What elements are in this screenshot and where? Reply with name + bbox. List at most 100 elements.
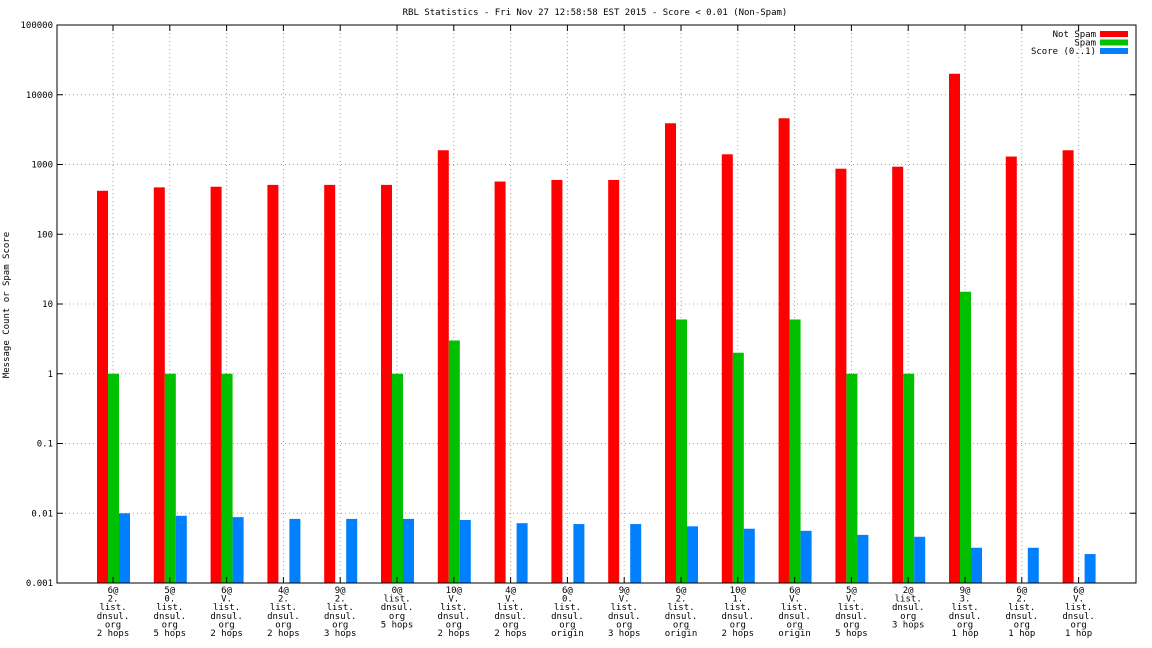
x-tick-label: org: [1014, 620, 1030, 630]
x-tick-label: list.: [497, 603, 524, 613]
bar-score-0-1: [914, 536, 926, 583]
x-tick-label: list.: [213, 603, 240, 613]
x-tick-label: 6@: [108, 586, 119, 596]
x-tick-label: org: [957, 620, 973, 630]
x-tick-label: dnsul.: [722, 612, 755, 622]
x-tick-label: list.: [99, 603, 126, 613]
y-tick-label: 0.01: [31, 509, 53, 519]
x-tick-label: dnsul.: [1006, 612, 1039, 622]
bar-score-0-1: [119, 513, 130, 583]
bar-spam: [448, 340, 460, 583]
bar-score-0-1: [857, 534, 869, 583]
x-tick-label: 2 hops: [438, 629, 471, 639]
x-tick-label: org: [1070, 620, 1086, 630]
legend-swatch: [1100, 48, 1128, 54]
x-tick-label: 6@: [676, 586, 687, 596]
x-tick-label: 0.: [562, 595, 573, 605]
bar-not-spam: [892, 166, 904, 584]
bar-spam: [676, 319, 687, 583]
x-tick-label: list.: [667, 603, 694, 613]
x-tick-label: origin: [551, 629, 584, 639]
x-tick-label: origin: [665, 629, 698, 639]
x-tick-label: 6@: [562, 586, 573, 596]
y-tick-label: 1000: [31, 161, 53, 171]
y-tick-label: 10000: [26, 91, 53, 101]
x-tick-label: org: [275, 620, 291, 630]
y-tick-label: 0.1: [37, 440, 53, 450]
bar-not-spam: [551, 179, 563, 584]
bar-score-0-1: [346, 518, 358, 583]
bar-not-spam: [1062, 150, 1074, 583]
bar-spam: [846, 373, 858, 583]
x-tick-label: dnsul.: [835, 612, 868, 622]
x-tick-label: org: [730, 620, 746, 630]
x-tick-label: org: [559, 620, 575, 630]
x-tick-label: 9@: [335, 586, 346, 596]
x-tick-label: 2 hops: [494, 629, 527, 639]
x-tick-label: dnsul.: [551, 612, 584, 622]
x-tick-label: list.: [156, 603, 183, 613]
bar-score-0-1: [630, 524, 642, 583]
x-tick-label: org: [162, 620, 178, 630]
x-tick-label: V.: [619, 595, 630, 605]
bar-score-0-1: [175, 515, 187, 583]
bar-spam: [732, 352, 744, 583]
x-tick-label: dnsul.: [1062, 612, 1095, 622]
y-axis-label: Message Count or Spam Score: [2, 232, 12, 378]
bar-spam: [221, 373, 233, 583]
x-tick-label: dnsul.: [381, 603, 414, 613]
x-tick-label: 2 hops: [722, 629, 755, 639]
bar-score-0-1: [1027, 547, 1039, 583]
x-tick-label: V.: [505, 595, 516, 605]
x-tick-label: 5 hops: [154, 629, 187, 639]
x-tick-label: 5 hops: [835, 629, 868, 639]
x-tick-label: dnsul.: [267, 612, 300, 622]
bar-score-0-1: [1084, 554, 1096, 583]
x-tick-label: 6@: [1073, 586, 1084, 596]
bar-spam: [903, 373, 915, 583]
bar-score-0-1: [743, 528, 755, 583]
bar-score-0-1: [516, 523, 528, 583]
bar-not-spam: [608, 179, 620, 584]
chart-title: RBL Statistics - Fri Nov 27 12:58:58 EST…: [403, 8, 788, 18]
x-tick-label: list.: [895, 595, 922, 605]
x-tick-label: 3.: [960, 595, 971, 605]
bar-not-spam: [210, 186, 222, 583]
bar-spam: [789, 319, 801, 583]
x-tick-label: 1.: [732, 595, 743, 605]
x-tick-label: list.: [440, 603, 467, 613]
x-tick-label: 0@: [392, 586, 403, 596]
x-tick-label: list.: [724, 603, 751, 613]
x-tick-label: 0.: [164, 595, 175, 605]
x-tick-label: dnsul.: [949, 612, 982, 622]
x-tick-label: dnsul.: [608, 612, 641, 622]
bar-score-0-1: [232, 517, 244, 583]
bar-score-0-1: [971, 547, 982, 583]
x-tick-label: 6@: [789, 586, 800, 596]
x-tick-label: 3 hops: [892, 620, 925, 630]
x-tick-label: dnsul.: [665, 612, 698, 622]
x-tick-label: org: [446, 620, 462, 630]
x-tick-label: list.: [270, 603, 297, 613]
x-tick-label: 2.: [676, 595, 687, 605]
x-tick-label: V.: [846, 595, 857, 605]
bar-spam: [960, 291, 971, 583]
x-tick-label: 1 hop: [951, 629, 978, 639]
bar-not-spam: [324, 184, 336, 583]
y-tick-label: 1: [48, 370, 53, 380]
y-tick-label: 100000: [20, 21, 53, 31]
x-tick-label: org: [900, 612, 916, 622]
x-tick-label: org: [218, 620, 234, 630]
legend-label: Not Spam: [1053, 30, 1096, 40]
x-tick-label: list.: [951, 603, 978, 613]
bar-score-0-1: [289, 518, 301, 583]
x-tick-label: org: [786, 620, 802, 630]
bar-not-spam: [267, 184, 279, 583]
x-tick-label: 5@: [846, 586, 857, 596]
bar-not-spam: [494, 181, 506, 584]
x-tick-label: dnsul.: [438, 612, 471, 622]
bar-not-spam: [381, 184, 392, 583]
bar-not-spam: [721, 154, 733, 584]
axis-ticks: 0.0010.010.11101001000100001000006@2.lis…: [20, 21, 1136, 639]
